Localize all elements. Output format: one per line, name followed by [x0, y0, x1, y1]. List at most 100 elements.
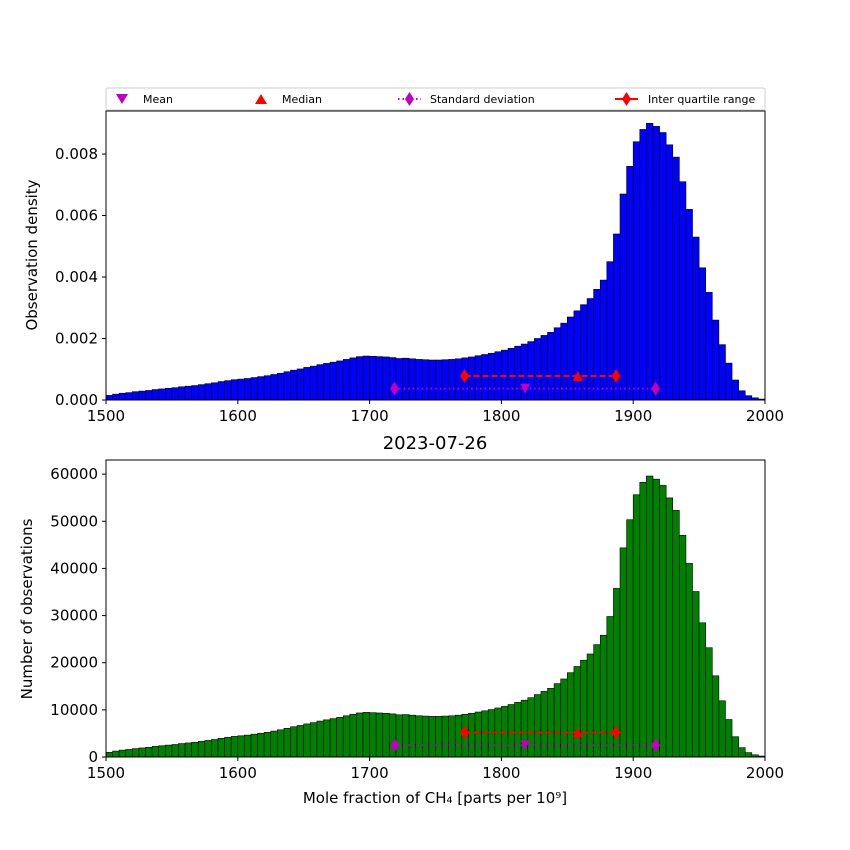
- counts-y-axis-label: Number of observations: [18, 518, 36, 699]
- histogram-bar: [395, 358, 403, 401]
- histogram-bar: [646, 122, 654, 401]
- std-lower-marker: [390, 381, 400, 396]
- iqr-diamond-icon: [622, 92, 631, 106]
- x-tick-label: 1900: [614, 764, 652, 782]
- histogram-bar: [718, 700, 726, 758]
- histogram-bar: [118, 749, 127, 758]
- legend-label-iqr: Inter quartile range: [648, 93, 755, 106]
- histogram-bar: [441, 359, 449, 401]
- histogram-bar: [250, 377, 258, 401]
- y-tick-label: 0.004: [55, 268, 98, 286]
- histogram-bar: [211, 382, 219, 401]
- histogram-bar: [112, 750, 120, 758]
- histogram-bar: [599, 634, 608, 758]
- median-marker: [572, 371, 583, 382]
- x-tick-label: 1600: [219, 764, 257, 782]
- y-tick-label: 0.002: [55, 330, 98, 348]
- histogram-bar: [362, 712, 370, 758]
- histogram-bar: [230, 379, 239, 401]
- histogram-bar: [415, 715, 423, 758]
- histogram-bar: [718, 344, 726, 401]
- iqr-lower-marker: [459, 369, 469, 384]
- histogram-bar: [665, 144, 674, 401]
- histogram-bar: [527, 341, 535, 401]
- histogram-bar: [158, 745, 166, 758]
- histogram-bar: [323, 719, 331, 758]
- y-tick-label: 10000: [50, 701, 98, 719]
- histogram-bar: [573, 310, 581, 401]
- histogram-bar: [566, 316, 575, 401]
- density-stats-overlay: [390, 369, 661, 396]
- legend-entry-mean: Mean: [116, 93, 173, 106]
- histogram-bar: [705, 647, 713, 758]
- histogram-bar: [534, 694, 542, 758]
- histogram-bar: [692, 236, 700, 401]
- histogram-bar: [244, 378, 252, 401]
- std-lower-marker: [390, 738, 400, 753]
- histogram-bar: [415, 359, 423, 401]
- histogram-bar: [540, 335, 548, 401]
- legend-frame: [105, 87, 766, 111]
- legend-entry-iqr: Inter quartile range: [615, 92, 755, 106]
- legend-entry-std: Standard deviation: [398, 92, 535, 106]
- histogram-bar: [474, 711, 482, 758]
- y-tick-label: 60000: [50, 465, 98, 483]
- mean-marker: [520, 740, 531, 751]
- histogram-bar: [132, 391, 140, 401]
- histogram-bar: [369, 712, 377, 758]
- x-tick-label: 1600: [219, 407, 257, 425]
- histogram-bar: [303, 723, 311, 758]
- histogram-bar: [165, 744, 173, 758]
- density-y-ticks: 0.000 0.002 0.004 0.006 0.008: [55, 145, 106, 409]
- histogram-bar: [593, 644, 601, 758]
- histogram-bar: [402, 714, 410, 758]
- histogram-bar: [184, 742, 192, 758]
- histogram-bar: [323, 363, 331, 401]
- counts-bars: [105, 475, 766, 758]
- histogram-bar: [646, 475, 654, 758]
- histogram-bar: [171, 387, 179, 401]
- histogram-bar: [375, 356, 384, 401]
- histogram-bar: [744, 395, 753, 401]
- histogram-bar: [514, 702, 522, 758]
- histogram-bar: [632, 494, 641, 758]
- histogram-bar: [191, 385, 199, 401]
- histogram-bar: [217, 737, 225, 758]
- counts-x-ticks: 1500 1600 1700 1800 1900 2000: [87, 757, 784, 782]
- x-tick-label: 2000: [746, 764, 784, 782]
- histogram-bar: [547, 688, 555, 758]
- histogram-bar: [263, 375, 272, 401]
- histogram-bar: [672, 510, 680, 758]
- histogram-bar: [534, 338, 542, 401]
- mean-marker: [520, 383, 531, 394]
- histogram-bar: [329, 718, 337, 758]
- histogram-bar: [422, 359, 430, 401]
- histogram-bar: [138, 747, 146, 758]
- histogram-bar: [237, 378, 245, 401]
- histogram-bar: [125, 392, 133, 401]
- histogram-bar: [250, 733, 258, 758]
- histogram-bar: [145, 390, 153, 401]
- y-tick-label: 0.000: [55, 391, 98, 409]
- median-marker: [572, 727, 583, 738]
- histogram-bar: [586, 298, 594, 401]
- histogram-bar: [342, 715, 351, 758]
- histogram-bar: [639, 129, 647, 401]
- y-tick-label: 0.008: [55, 145, 98, 163]
- histogram-bar: [230, 736, 239, 758]
- mean-marker-icon: [116, 94, 128, 104]
- histogram-bar: [619, 193, 627, 401]
- histogram-bar: [369, 356, 377, 401]
- histogram-bar: [652, 126, 660, 401]
- std-diamond-icon: [405, 92, 414, 106]
- histogram-bar: [435, 359, 443, 401]
- histogram-bar: [349, 357, 357, 401]
- histogram-bar: [349, 713, 357, 758]
- std-upper-marker: [651, 381, 661, 396]
- histogram-bar: [507, 704, 515, 758]
- histogram-bar: [659, 132, 667, 401]
- legend-entry-median: Median: [255, 93, 322, 106]
- histogram-bar: [184, 385, 192, 401]
- histogram-bar: [679, 181, 687, 401]
